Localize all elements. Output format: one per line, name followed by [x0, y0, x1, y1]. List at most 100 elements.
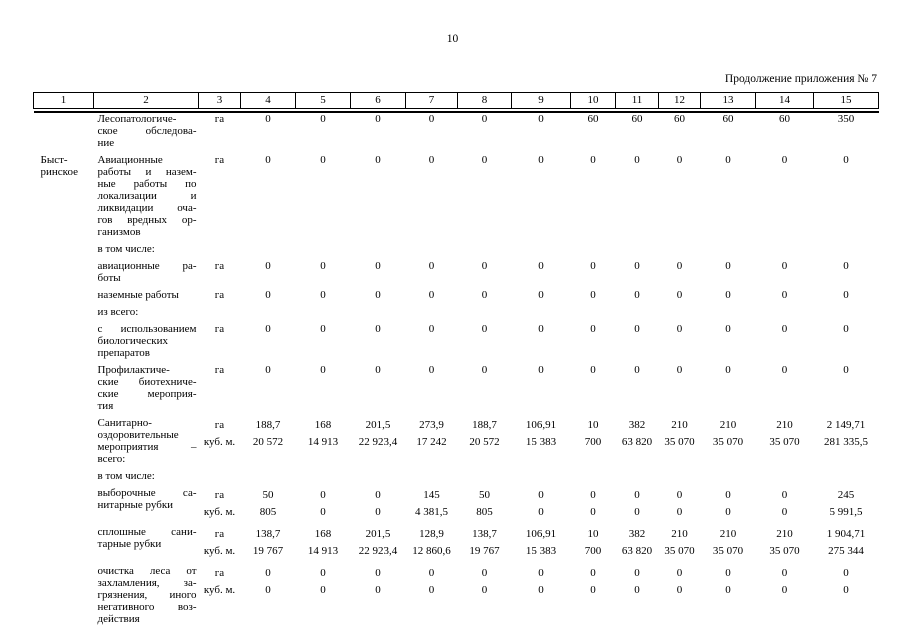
table-row: Профилактиче-ские биотехниче-ские меропр…	[34, 364, 879, 417]
value-cell: 0	[701, 323, 756, 364]
text-line: 0	[265, 288, 271, 301]
text-line: 0	[481, 112, 488, 125]
value-cell: 210 35 070	[701, 526, 756, 565]
text-line: 0	[725, 153, 731, 166]
text-line: 138,7	[472, 527, 497, 540]
region-cell: Быст-ринское	[34, 154, 94, 243]
value-cell: 0	[241, 154, 296, 243]
value-cell: 0	[756, 289, 814, 306]
value-cell	[296, 243, 351, 260]
text-line: 0	[481, 322, 488, 335]
unit-cell: га	[199, 154, 241, 243]
text-line: 168	[314, 527, 332, 540]
value-cell: 60	[756, 112, 814, 154]
text-line: 0	[843, 153, 849, 166]
text-line: 35 070	[664, 544, 695, 557]
text-line: 0	[481, 288, 488, 301]
value-cell: 0	[756, 260, 814, 289]
measure-label-cell: в том числе:	[94, 243, 199, 260]
unit-cell: га	[199, 260, 241, 289]
text-line: ринское	[40, 165, 78, 178]
value-cell: 210 35 070	[756, 526, 814, 565]
text-line: 0	[781, 288, 788, 301]
value-cell: 0	[814, 323, 879, 364]
text-line: 0	[538, 583, 544, 596]
text-line: 145	[423, 488, 440, 501]
value-cell: 0	[351, 289, 406, 306]
value-cell: 0	[616, 364, 659, 417]
value-cell: 0	[406, 323, 458, 364]
text-line: 0	[320, 288, 326, 301]
value-cell	[814, 243, 879, 260]
text-line: 0	[428, 363, 435, 376]
value-cell: 0	[241, 323, 296, 364]
unit-cell: га куб. м.	[199, 417, 241, 470]
value-cell: 0	[406, 289, 458, 306]
text-line: 0	[676, 288, 683, 301]
value-cell	[756, 470, 814, 487]
column-number-cell: 11	[615, 92, 659, 109]
text-line: 210	[719, 527, 737, 540]
text-line: 273,9	[419, 418, 444, 431]
text-line: га	[214, 259, 225, 272]
header-rule-line	[33, 108, 879, 113]
text-line: Лесопатологиче-	[97, 112, 177, 125]
text-line: 0	[320, 363, 326, 376]
text-line: 0	[481, 153, 488, 166]
text-line: 0	[538, 153, 544, 166]
text-line: 0	[676, 566, 683, 579]
value-cell: 0	[659, 260, 701, 289]
text-line: 0	[375, 488, 381, 501]
text-line: 0	[725, 322, 731, 335]
value-cell	[659, 470, 701, 487]
value-cell: 0	[571, 260, 616, 289]
text-line: 22 923,4	[358, 435, 398, 448]
text-line: 0	[320, 112, 326, 125]
value-cell	[659, 306, 701, 323]
text-line: сплошные сани-	[97, 525, 197, 538]
column-number-cell: 13	[700, 92, 756, 109]
text-line: 50	[479, 488, 490, 501]
text-line: куб. м.	[203, 435, 236, 448]
text-line: с использованием	[97, 322, 197, 335]
text-line: 0	[265, 583, 271, 596]
value-cell: 0	[406, 154, 458, 243]
text-line: 0	[725, 363, 731, 376]
text-line: 4 381,5	[415, 505, 448, 518]
text-line: 0	[320, 566, 326, 579]
value-cell	[701, 243, 756, 260]
value-cell: 0	[756, 323, 814, 364]
text-line: 201,5	[365, 527, 391, 540]
value-cell: 138,7 19 767	[241, 526, 296, 565]
value-cell: 0	[406, 260, 458, 289]
text-line: 700	[584, 544, 602, 557]
text-line: 0	[320, 488, 326, 501]
unit-cell: га куб. м.	[199, 487, 241, 526]
text-line: 0	[538, 566, 544, 579]
value-cell: 0	[512, 260, 571, 289]
value-cell: 0	[351, 323, 406, 364]
unit-cell: га куб. м.	[199, 526, 241, 565]
text-line: 60	[587, 112, 599, 125]
text-line: 0	[725, 488, 731, 501]
column-number-cell: 10	[570, 92, 616, 109]
region-cell	[34, 565, 94, 630]
text-line: 0	[843, 322, 849, 335]
value-cell	[814, 306, 879, 323]
text-line: 60	[674, 112, 685, 125]
text-line: 20 572	[469, 435, 500, 448]
table-row: авиационные ра-боты га 0 0 0 0 0 0 0 0 0 0 0 0	[34, 260, 879, 289]
text-line: 0	[590, 322, 596, 335]
value-cell: 0	[458, 364, 512, 417]
text-line: куб. м.	[203, 505, 236, 518]
measure-label-cell: авиационные ра-боты	[94, 260, 199, 289]
region-cell	[34, 487, 94, 526]
value-cell: 0	[616, 154, 659, 243]
text-line: 382	[628, 527, 646, 540]
value-cell: 0	[241, 260, 296, 289]
